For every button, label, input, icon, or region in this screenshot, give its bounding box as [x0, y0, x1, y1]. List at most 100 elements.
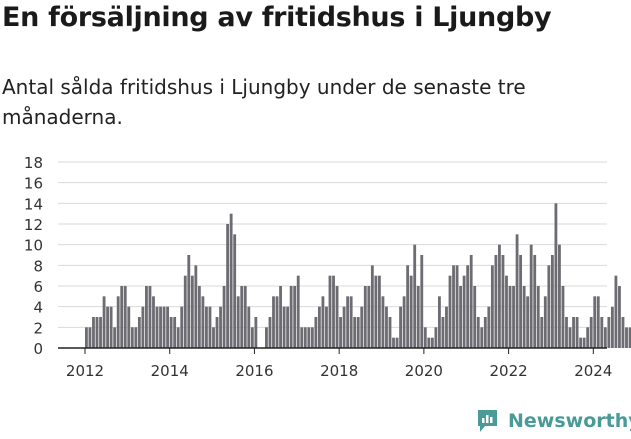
- bar: [134, 327, 138, 348]
- x-tick-label: 2022: [490, 362, 528, 380]
- bar: [137, 317, 141, 348]
- bar: [395, 337, 399, 348]
- bar: [480, 327, 484, 348]
- bar: [282, 306, 286, 348]
- bar: [430, 337, 434, 348]
- page-subtitle: Antal sålda fritidshus i Ljungby under d…: [2, 75, 526, 129]
- bar: [603, 327, 607, 348]
- y-tick-label: 16: [24, 175, 43, 193]
- bar: [120, 286, 124, 348]
- bar: [515, 234, 519, 348]
- bar: [473, 286, 477, 348]
- bar: [374, 275, 378, 348]
- bar: [183, 275, 187, 348]
- y-tick-label: 4: [33, 299, 43, 317]
- bars: [85, 203, 631, 348]
- bar: [568, 327, 572, 348]
- bar: [423, 327, 427, 348]
- bar: [381, 296, 385, 348]
- bar: [498, 244, 501, 348]
- bar: [148, 286, 152, 348]
- bar: [455, 265, 459, 348]
- bar: [501, 255, 505, 348]
- bar: [208, 306, 212, 348]
- y-axis-ticks: 0 2 4 6 8 10 12 14 16 18: [24, 154, 43, 358]
- bar: [215, 317, 219, 348]
- bar: [155, 306, 159, 348]
- bar: [370, 265, 374, 348]
- bar: [469, 255, 473, 348]
- bar: [317, 306, 321, 348]
- bar: [392, 337, 395, 348]
- y-tick-label: 2: [33, 319, 43, 337]
- bar: [462, 275, 466, 348]
- bar: [328, 275, 332, 348]
- bar: [565, 317, 568, 348]
- bar: [180, 306, 184, 348]
- bar: [275, 296, 279, 348]
- bar: [416, 286, 420, 348]
- bar: [162, 306, 166, 348]
- bar: [505, 275, 508, 348]
- x-tick-label: 2018: [320, 362, 358, 380]
- bar: [123, 286, 127, 348]
- bar: [625, 327, 628, 348]
- bar: [547, 265, 551, 348]
- bar: [247, 306, 251, 348]
- bar: [519, 255, 523, 348]
- bar: [141, 306, 145, 348]
- bar: [483, 317, 487, 348]
- bar: [575, 317, 579, 348]
- bar: [222, 286, 226, 348]
- bar: [420, 255, 424, 348]
- bar: [102, 296, 106, 348]
- bar: [536, 286, 540, 348]
- bar: [445, 306, 448, 348]
- x-tick-label: 2020: [405, 362, 443, 380]
- bar: [561, 286, 565, 348]
- bar: [621, 317, 625, 348]
- bar: [106, 306, 110, 348]
- bar: [540, 317, 544, 348]
- bar: [579, 337, 583, 348]
- x-tick-label: 2016: [235, 362, 273, 380]
- bar: [508, 286, 512, 348]
- bar: [127, 306, 131, 348]
- bar: [307, 327, 311, 348]
- bar: [99, 317, 102, 348]
- bar: [212, 327, 215, 348]
- bar: [543, 296, 547, 348]
- bar: [240, 286, 244, 348]
- bar: [572, 317, 575, 348]
- bar: [286, 306, 290, 348]
- bar: [268, 317, 272, 348]
- bar: [466, 265, 470, 348]
- bar: [402, 296, 406, 348]
- bar: [550, 255, 554, 348]
- bar: [413, 244, 417, 348]
- bar: [321, 296, 325, 348]
- bar: [438, 296, 441, 348]
- bar: [614, 275, 618, 348]
- bar: [92, 317, 95, 348]
- bar: [85, 327, 88, 348]
- bar: [229, 213, 233, 348]
- bar: [409, 275, 413, 348]
- bar: [226, 224, 230, 348]
- y-tick-label: 6: [33, 278, 43, 296]
- bar: [600, 317, 604, 348]
- bar: [533, 255, 537, 348]
- x-tick-label: 2014: [151, 362, 189, 380]
- bar: [279, 286, 282, 348]
- newsworthy-brand[interactable]: Newsworthy: [476, 408, 631, 434]
- bar: [377, 275, 381, 348]
- bar: [300, 327, 304, 348]
- bar: [558, 244, 561, 348]
- bar: [582, 337, 586, 348]
- bar: [332, 275, 335, 348]
- x-axis-ticks: 20122014201620182020202220242026: [66, 348, 612, 380]
- bar: [529, 244, 533, 348]
- bar: [152, 296, 155, 348]
- bar: [116, 296, 120, 348]
